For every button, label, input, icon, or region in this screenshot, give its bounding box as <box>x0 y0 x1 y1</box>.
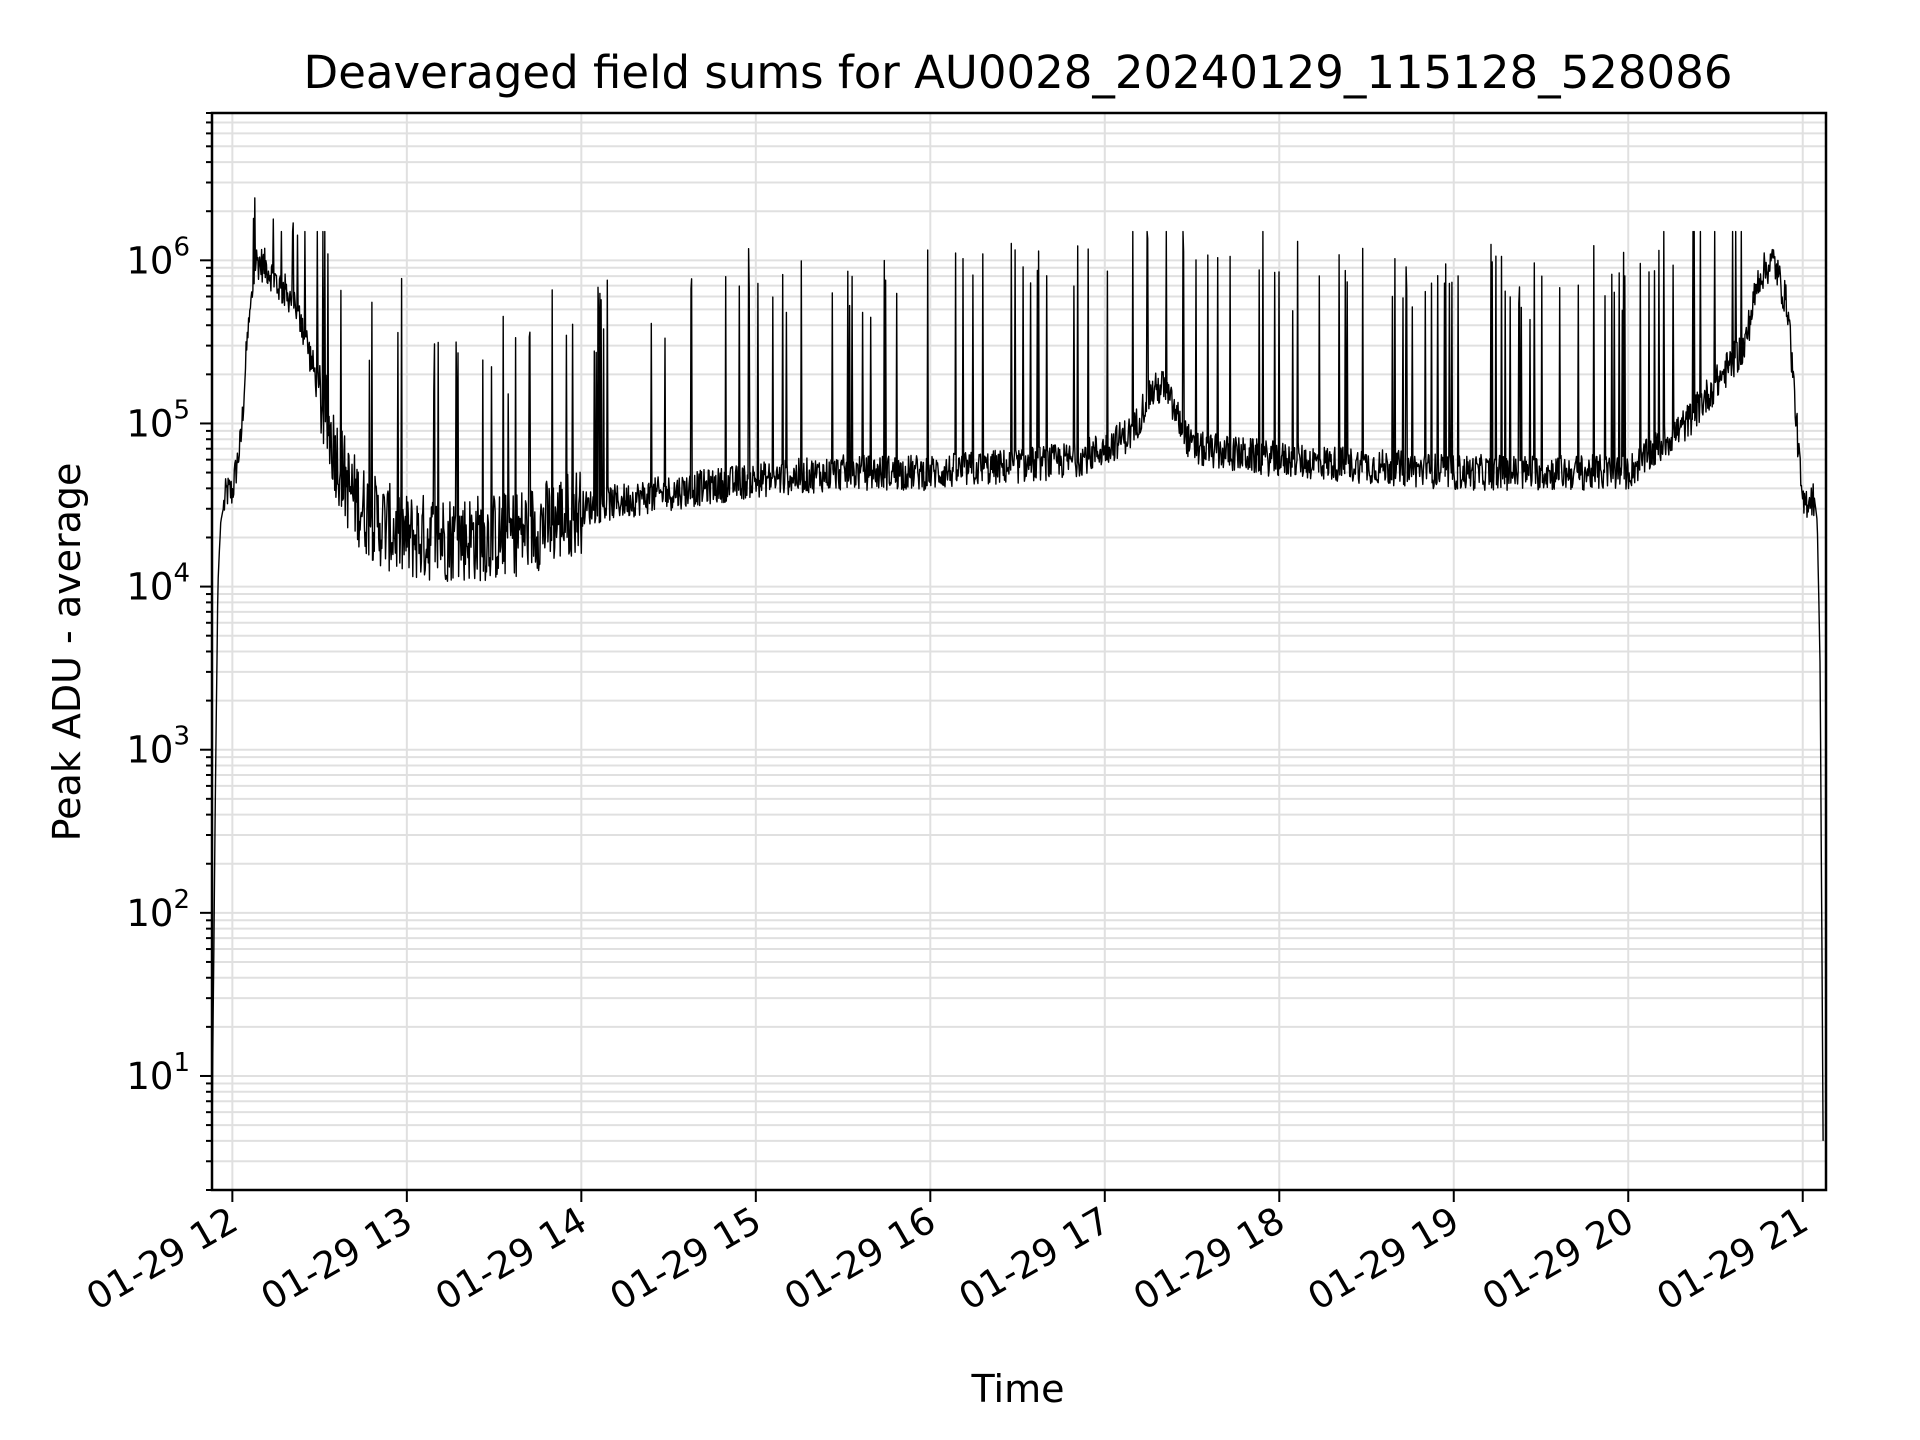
x-tick-label: 01-29 12 <box>79 1199 245 1319</box>
x-tick-label: 01-29 20 <box>1475 1199 1641 1319</box>
x-axis-label: Time <box>971 1367 1065 1411</box>
x-tick-label: 01-29 18 <box>1126 1199 1292 1319</box>
y-tick-label: 101 <box>126 1048 190 1098</box>
y-tick-label: 103 <box>126 722 190 772</box>
x-tick-label: 01-29 14 <box>428 1199 594 1319</box>
y-tick-label: 102 <box>126 885 190 935</box>
x-tick-label: 01-29 19 <box>1301 1199 1467 1319</box>
x-tick-label: 01-29 16 <box>777 1199 943 1319</box>
x-tick-label: 01-29 21 <box>1650 1199 1816 1319</box>
x-tick-label: 01-29 17 <box>952 1199 1118 1319</box>
chart-title: Deaveraged field sums for AU0028_2024012… <box>304 46 1733 99</box>
x-tick-label: 01-29 15 <box>603 1199 769 1319</box>
grid <box>212 112 1826 1191</box>
x-tick-label: 01-29 13 <box>254 1199 420 1319</box>
y-tick-label: 105 <box>126 395 190 445</box>
series-layer <box>211 197 1824 1141</box>
y-axis-label: Peak ADU - average <box>45 463 89 842</box>
y-tick-label: 106 <box>126 232 190 282</box>
series-line <box>211 197 1824 1141</box>
y-tick-label: 104 <box>126 559 190 609</box>
